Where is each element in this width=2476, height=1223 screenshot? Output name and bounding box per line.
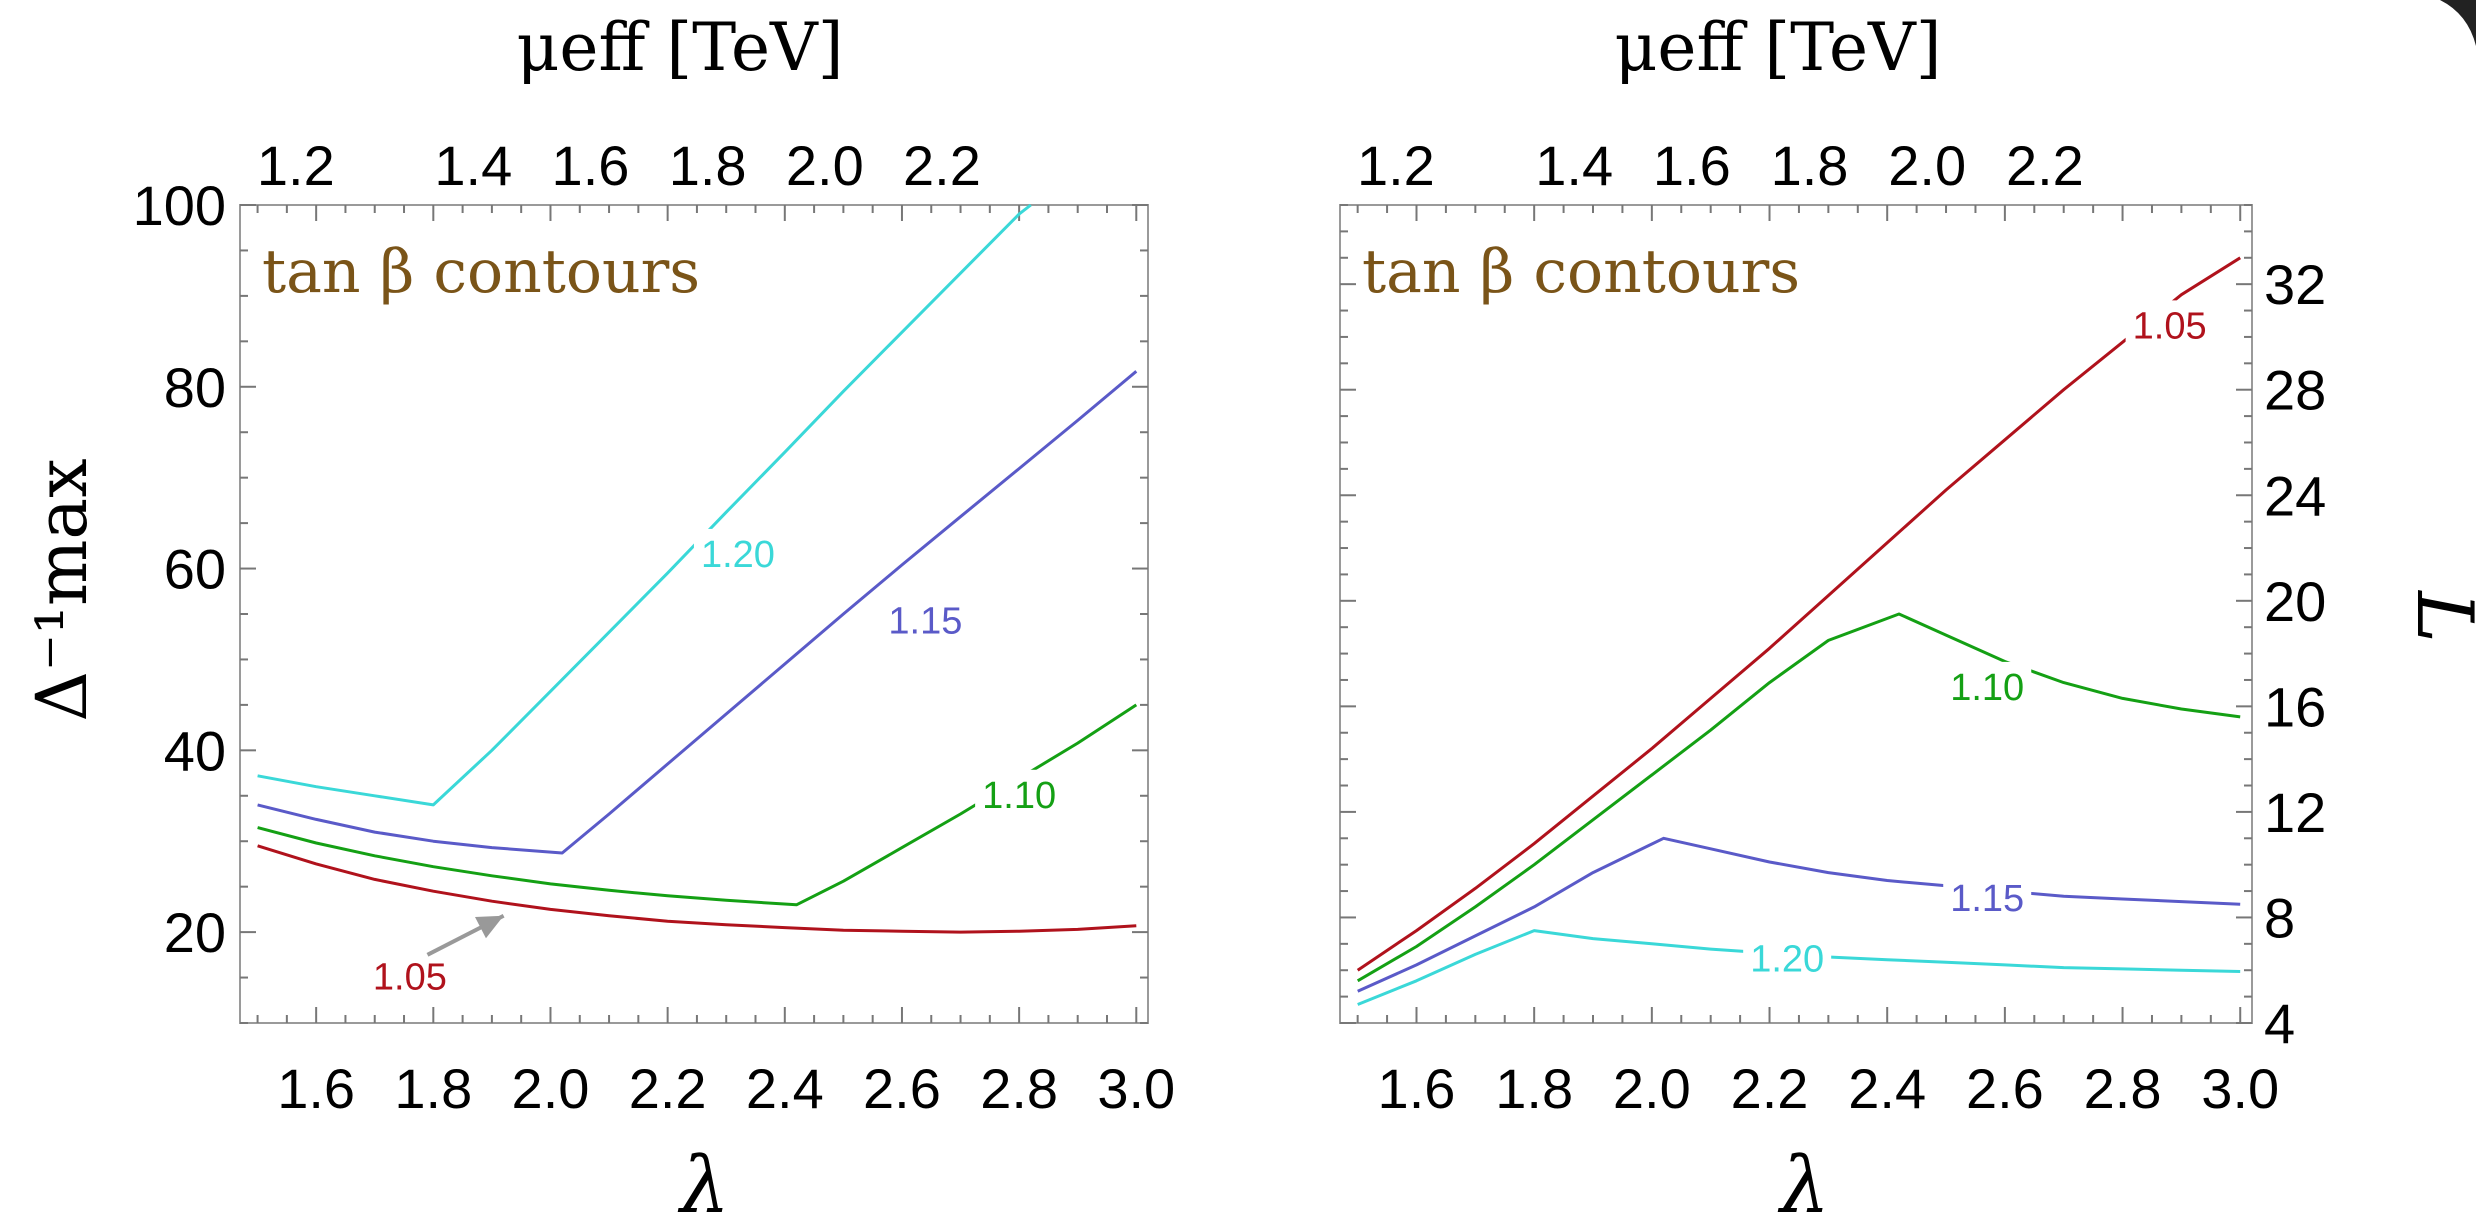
right-contour-label: 1.10 bbox=[1950, 667, 2024, 709]
left-panel: μeff [TeV] 1.2 1.4 1.6 1.8 2.0 2.2 1.6 1.8 2.0 2… bbox=[21, 9, 1175, 1223]
left-top-axis-title: μeff [TeV] bbox=[517, 9, 844, 86]
left-top-tick-labels: 1.2 1.4 1.6 1.8 2.0 2.2 bbox=[257, 134, 981, 197]
right-x-tick-label: 2.6 bbox=[1966, 1057, 2044, 1120]
left-inset-title: tan β contours bbox=[262, 237, 700, 307]
left-y-axis-title: Δ⁻¹max bbox=[21, 458, 103, 721]
right-y-tick-label: 24 bbox=[2264, 464, 2326, 527]
right-series-1.10 bbox=[1356, 612, 2241, 983]
right-annotations: 1.05 1.10 1.15 1.20 bbox=[1743, 300, 2214, 981]
right-y-tick-label: 4 bbox=[2264, 992, 2295, 1055]
right-top-tick-label: 1.6 bbox=[1653, 134, 1731, 197]
right-top-tick-label: 1.4 bbox=[1535, 134, 1613, 197]
left-top-tick-label: 1.4 bbox=[434, 134, 512, 197]
left-top-tick-label: 2.0 bbox=[786, 134, 864, 197]
right-top-tick-label: 1.8 bbox=[1771, 134, 1849, 197]
right-contour-label-bg bbox=[1943, 872, 2032, 917]
right-x-tick-labels: 1.6 1.8 2.0 2.2 2.4 2.6 2.8 3.0 bbox=[1378, 1057, 2280, 1120]
right-y-tick-label: 12 bbox=[2264, 781, 2326, 844]
page-corner-mark bbox=[2440, 0, 2476, 46]
left-top-tick-label: 2.2 bbox=[903, 134, 981, 197]
left-plot-frame bbox=[239, 204, 1149, 1024]
left-x-tick-labels: 1.6 1.8 2.0 2.2 2.4 2.6 2.8 3.0 bbox=[277, 1057, 1175, 1120]
left-x-tick-label: 1.8 bbox=[394, 1057, 472, 1120]
right-y-tick-label: 20 bbox=[2264, 570, 2326, 633]
right-contour-label-bg bbox=[1743, 933, 1832, 978]
left-contour-label: 1.05 bbox=[373, 957, 447, 999]
right-x-tick-label: 2.0 bbox=[1613, 1057, 1691, 1120]
arrow-head bbox=[475, 915, 504, 939]
right-top-tick-label: 1.2 bbox=[1357, 134, 1435, 197]
right-contour-label-bg bbox=[1943, 661, 2032, 706]
right-y-tick-label: 32 bbox=[2264, 253, 2326, 316]
right-x-tick-label: 2.2 bbox=[1731, 1057, 1809, 1120]
right-x-tick-label: 2.8 bbox=[2084, 1057, 2162, 1120]
right-y-axis-title: L bbox=[2399, 589, 2476, 643]
left-x-tick-label: 2.8 bbox=[980, 1057, 1058, 1120]
right-contour-label-bg bbox=[2125, 300, 2214, 345]
right-x-tick-label: 2.4 bbox=[1848, 1057, 1926, 1120]
left-y-tick-label: 20 bbox=[164, 901, 226, 964]
left-x-tick-label: 2.6 bbox=[863, 1057, 941, 1120]
left-y-tick-labels: 20 40 60 80 100 bbox=[133, 174, 226, 964]
left-y-tick-label: 60 bbox=[164, 538, 226, 601]
right-series-1.05 bbox=[1356, 256, 2241, 972]
right-y-tick-label: 16 bbox=[2264, 675, 2326, 738]
left-x-tick-label: 2.2 bbox=[629, 1057, 707, 1120]
right-inset-title: tan β contours bbox=[1362, 237, 1800, 307]
left-contour-label-bg bbox=[693, 528, 782, 573]
right-top-axis-title: μeff [TeV] bbox=[1615, 9, 1942, 86]
left-contour-label: 1.10 bbox=[982, 775, 1056, 817]
left-top-tick-label: 1.6 bbox=[552, 134, 630, 197]
right-top-tick-label: 2.2 bbox=[2006, 134, 2084, 197]
right-ticks bbox=[1340, 204, 2252, 1024]
right-x-tick-label: 1.6 bbox=[1378, 1057, 1456, 1120]
left-x-tick-label: 3.0 bbox=[1097, 1057, 1175, 1120]
left-y-tick-label: 80 bbox=[164, 356, 226, 419]
right-top-tick-label: 2.0 bbox=[1888, 134, 1966, 197]
right-plot-frame bbox=[1339, 204, 2253, 1024]
right-contour-label: 1.15 bbox=[1950, 878, 2024, 920]
left-annotations: 1.20 1.15 1.10 1.05 bbox=[365, 528, 1064, 999]
left-contour-label-bg bbox=[365, 951, 454, 996]
left-series bbox=[257, 203, 1138, 934]
right-panel: μeff [TeV] 1.2 1.4 1.6 1.8 2.0 2.2 1.6 1.8 2.0 2… bbox=[1339, 9, 2476, 1223]
right-x-axis-title: λ bbox=[1777, 1141, 1829, 1223]
left-x-axis-title: λ bbox=[677, 1141, 729, 1223]
left-contour-label-bg bbox=[881, 595, 970, 640]
left-contour-label: 1.15 bbox=[888, 600, 962, 642]
left-x-tick-label: 2.4 bbox=[746, 1057, 824, 1120]
right-top-tick-labels: 1.2 1.4 1.6 1.8 2.0 2.2 bbox=[1357, 134, 2084, 197]
right-y-tick-label: 8 bbox=[2264, 886, 2295, 949]
left-series-1.15 bbox=[257, 370, 1138, 855]
left-x-tick-label: 2.0 bbox=[512, 1057, 590, 1120]
left-y-tick-label: 100 bbox=[133, 174, 226, 237]
right-y-tick-label: 28 bbox=[2264, 359, 2326, 422]
left-contour-label: 1.20 bbox=[701, 534, 775, 576]
right-y-tick-labels: 4 8 12 16 20 24 28 32 bbox=[2264, 253, 2326, 1055]
right-series bbox=[1356, 256, 2241, 1006]
right-contour-label: 1.05 bbox=[2133, 305, 2207, 347]
left-top-tick-label: 1.2 bbox=[257, 134, 335, 197]
left-top-tick-label: 1.8 bbox=[669, 134, 747, 197]
right-x-tick-label: 1.8 bbox=[1495, 1057, 1573, 1120]
right-x-tick-label: 3.0 bbox=[2201, 1057, 2279, 1120]
left-series-1.20 bbox=[257, 203, 1032, 807]
left-x-tick-label: 1.6 bbox=[277, 1057, 355, 1120]
left-contour-label-bg bbox=[975, 769, 1064, 814]
right-contour-label: 1.20 bbox=[1750, 939, 1824, 981]
left-ticks bbox=[240, 204, 1148, 1024]
left-series-1.05 bbox=[257, 844, 1137, 934]
left-y-tick-label: 40 bbox=[164, 719, 226, 782]
right-series-1.15 bbox=[1357, 836, 2241, 993]
